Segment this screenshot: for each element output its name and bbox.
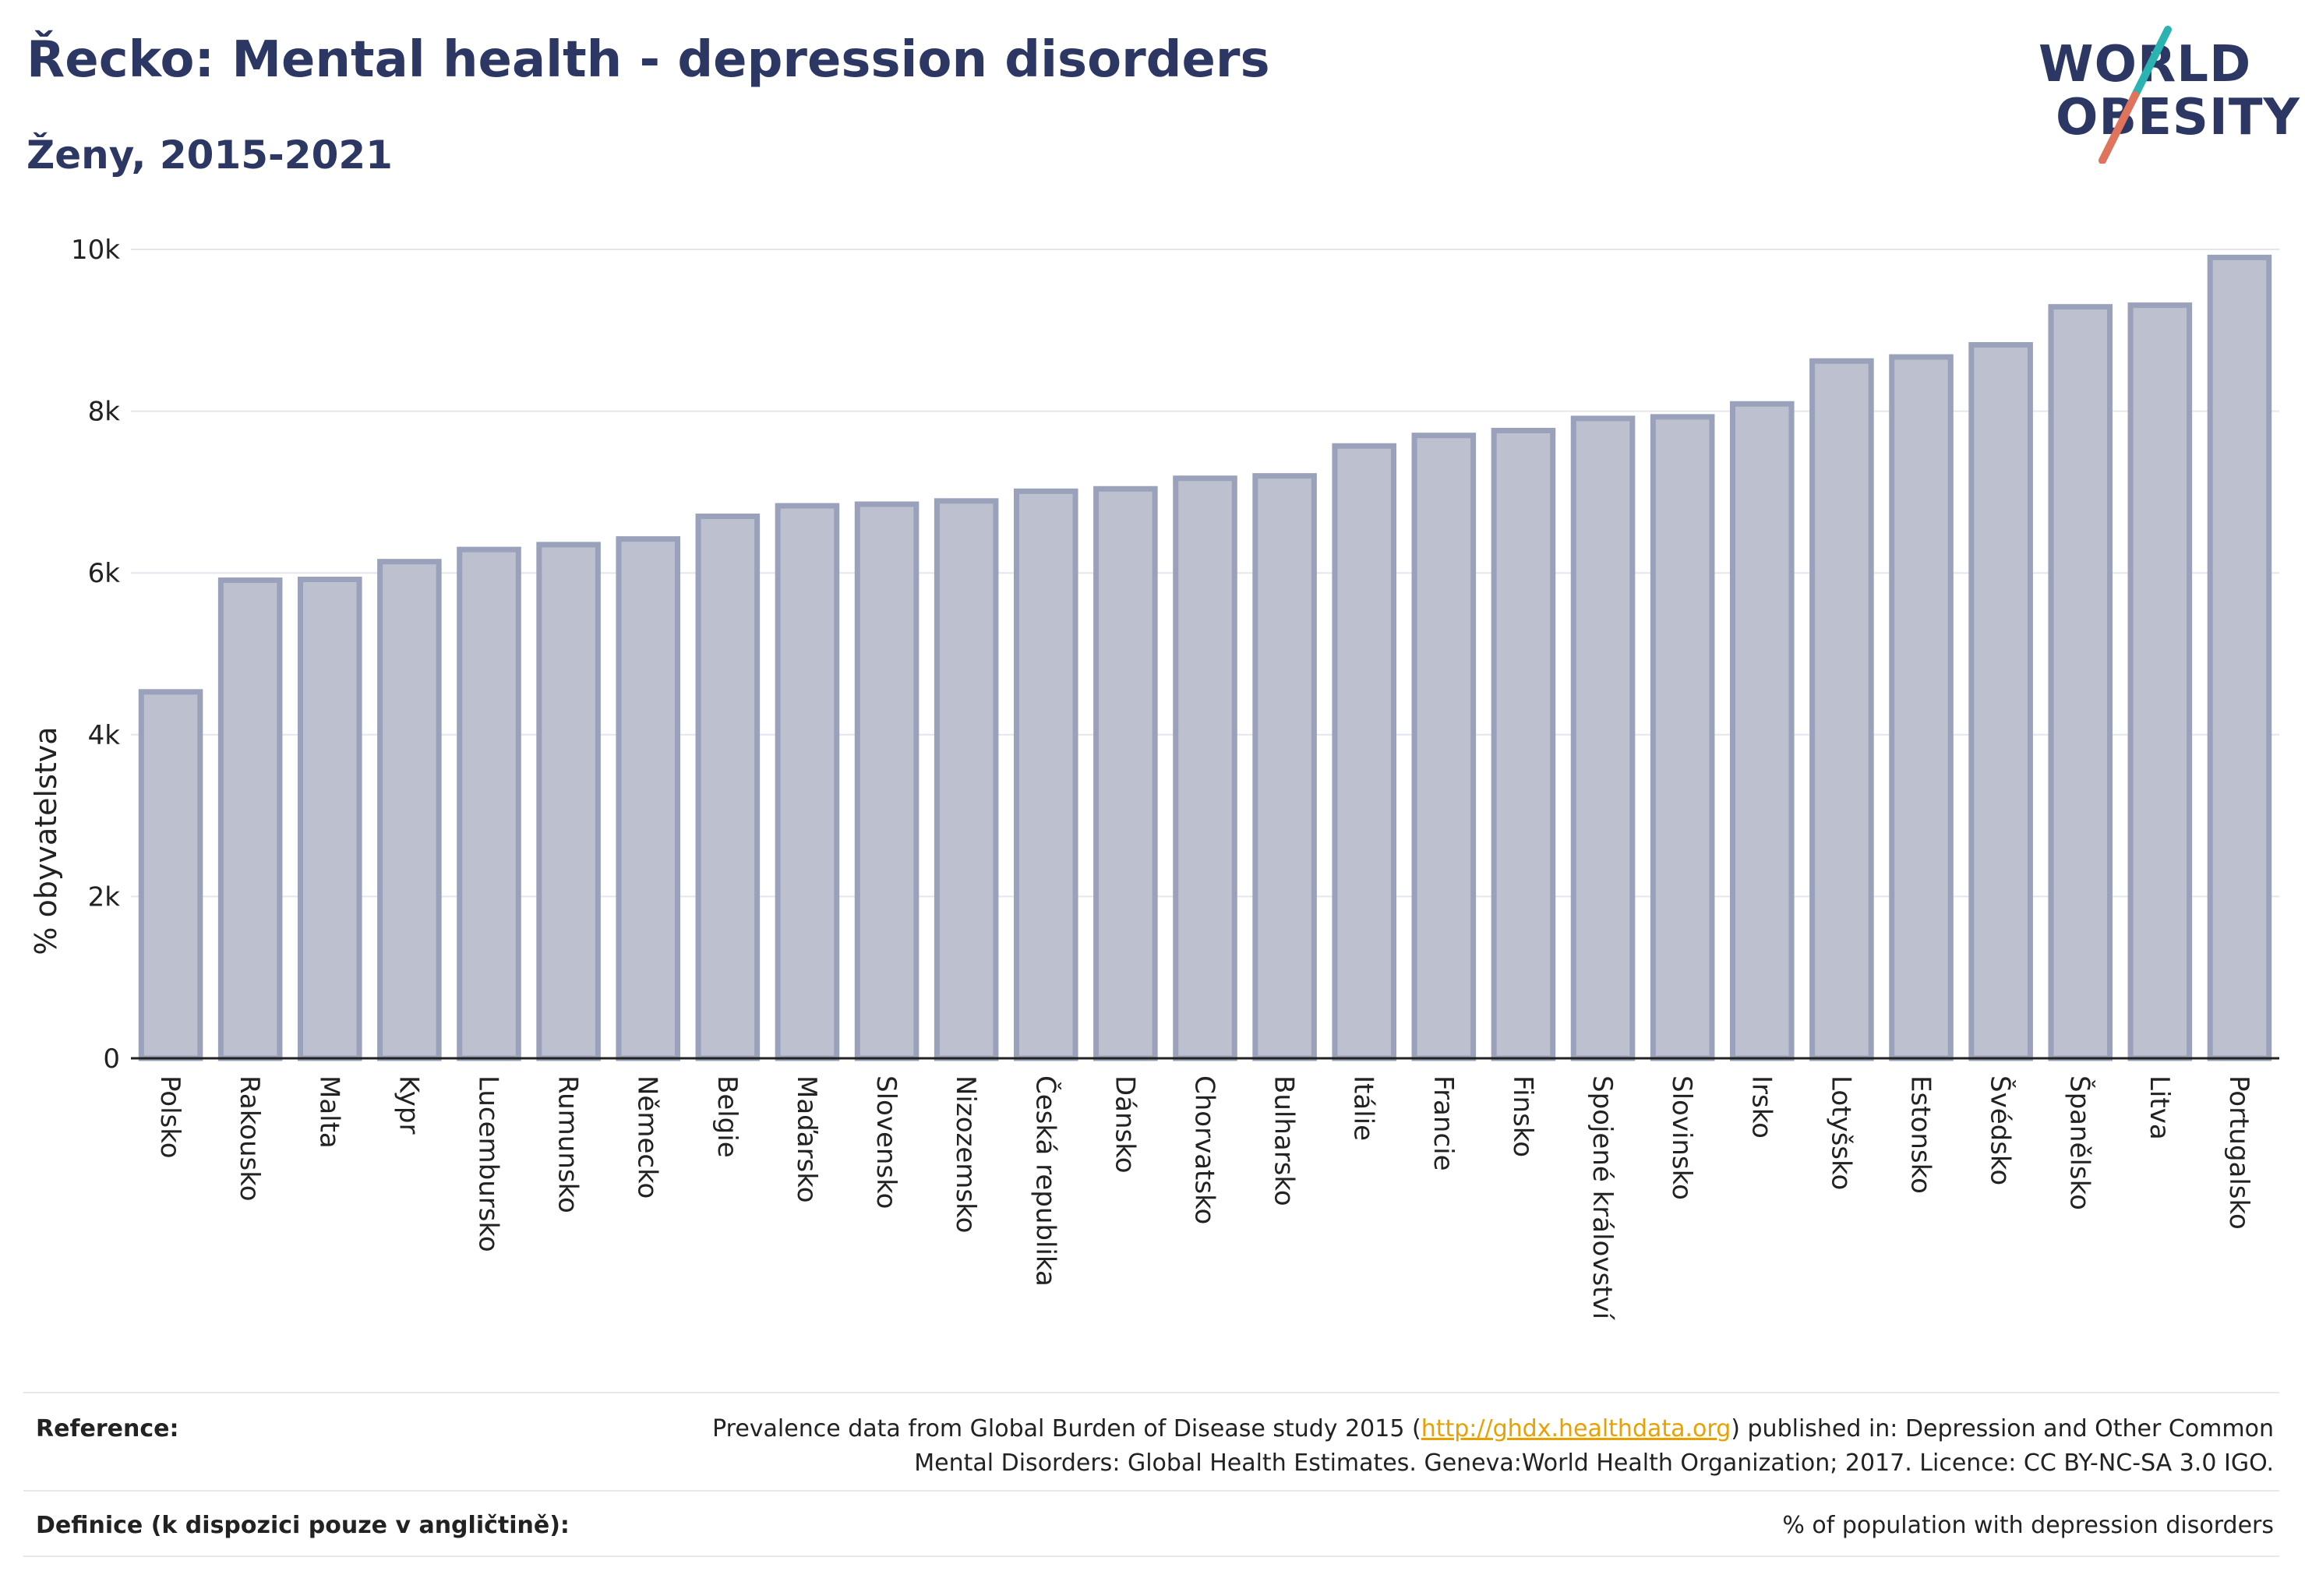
bar[interactable] [1650,414,1715,1061]
y-tick-label: 10k [71,235,120,266]
bar[interactable] [377,559,442,1061]
x-tick-label: Švédsko [1985,1075,2017,1185]
footer-divider-bottom [23,1555,2279,1557]
x-tick-label: Chorvatsko [1189,1075,1220,1224]
bar[interactable] [616,536,681,1061]
x-tick-label: Lucembursko [473,1075,504,1252]
x-tick-label: Slovinsko [1666,1075,1697,1200]
bar[interactable] [1093,486,1158,1061]
bar[interactable] [2127,302,2193,1061]
bar[interactable] [1411,433,1477,1061]
bar[interactable] [217,577,283,1061]
chart-title: Řecko: Mental health - depression disord… [26,31,1270,89]
bar[interactable] [695,514,761,1061]
x-tick-label: Kypr [393,1075,424,1135]
x-tick-label: Itálie [1348,1075,1379,1141]
x-tick-label: Španělsko [2064,1075,2096,1210]
bar[interactable] [775,503,840,1061]
y-tick-label: 4k [88,720,121,751]
bar[interactable] [854,501,920,1061]
bar[interactable] [2207,254,2272,1061]
x-tick-label: Rumunsko [552,1075,584,1213]
chart-subtitle: Ženy, 2015-2021 [26,132,393,178]
x-tick-label: Francie [1428,1075,1459,1171]
x-tick-label: Rakousko [234,1075,265,1202]
y-tick-label: 8k [88,397,121,428]
x-tick-labels: Polsko Rakousko Malta Kypr Lucembursko Rumuns… [154,1075,2254,1321]
bar[interactable] [1809,358,1874,1061]
x-tick-label: Lotyšsko [1825,1075,1856,1190]
bar[interactable] [1173,475,1237,1061]
definition-row: Definice (k dispozici pouze v angličtině… [23,1509,2274,1555]
bars [138,254,2272,1061]
bar-chart: 0 2k 4k 6k 8k 10k Polsko Rakousko Malta Kypr Luce… [29,235,2279,1321]
bar[interactable] [457,546,521,1061]
x-tick-label: Slovensko [870,1075,902,1209]
reference-text: Prevalence data from Global Burden of Di… [637,1412,2274,1481]
bar[interactable] [2048,304,2113,1061]
logo-line-2: OBESITY [2056,89,2300,147]
bar[interactable] [1332,443,1397,1061]
x-tick-label: Finsko [1507,1075,1538,1157]
reference-text-part-2: ) published in: Depression and Other Com… [1731,1415,2274,1442]
x-tick-label: Polsko [154,1075,185,1159]
y-tick-label: 2k [88,881,121,913]
x-tick-label: Estonsko [1905,1075,1936,1194]
footer-divider-middle [23,1490,2279,1492]
bar[interactable] [1889,354,1954,1061]
definition-text: % of population with depression disorder… [1782,1512,2274,1539]
y-tick-label: 6k [88,558,121,589]
world-obesity-logo: WORLD OBESITY [2034,23,2300,164]
bar[interactable] [1252,473,1317,1061]
x-tick-label: Litva [2144,1075,2175,1140]
x-tick-label: Portugalsko [2223,1075,2254,1230]
logo-slash-icon [2099,26,2172,164]
x-tick-label: Irsko [1746,1075,1777,1139]
reference-label: Reference: [36,1415,179,1442]
x-tick-label: Spojené království [1587,1075,1618,1321]
x-tick-label: Česká republika [1029,1075,1061,1287]
x-tick-label: Německo [632,1075,663,1199]
bar[interactable] [138,689,203,1061]
reference-text-part-1: Prevalence data from Global Burden of Di… [712,1415,1421,1442]
bar[interactable] [1729,401,1795,1061]
reference-text-part-3: Mental Disorders: Global Health Estimate… [914,1449,2274,1477]
y-tick-label: 0 [103,1043,120,1075]
bar[interactable] [1968,341,2033,1061]
footer-divider-top [23,1392,2279,1393]
bar[interactable] [297,577,362,1061]
definition-label: Definice (k dispozici pouze v angličtině… [36,1512,570,1539]
bar[interactable] [1013,488,1078,1061]
y-tick-labels: 0 2k 4k 6k 8k 10k [71,235,120,1075]
x-tick-label: Maďarsko [791,1075,822,1203]
bar[interactable] [934,498,999,1061]
x-tick-label: Malta [313,1075,344,1149]
y-axis-label: % obyvatelstva [29,726,63,955]
x-tick-label: Nizozemsko [950,1075,981,1233]
x-tick-label: Belgie [711,1075,743,1158]
bar[interactable] [1570,415,1636,1061]
bar[interactable] [536,542,601,1061]
bar[interactable] [1491,428,1556,1061]
reference-link[interactable]: http://ghdx.healthdata.org [1421,1415,1731,1442]
x-tick-label: Dánsko [1109,1075,1140,1174]
x-tick-label: Bulharsko [1269,1075,1300,1206]
reference-row: Reference: Prevalence data from Global B… [23,1412,2274,1490]
